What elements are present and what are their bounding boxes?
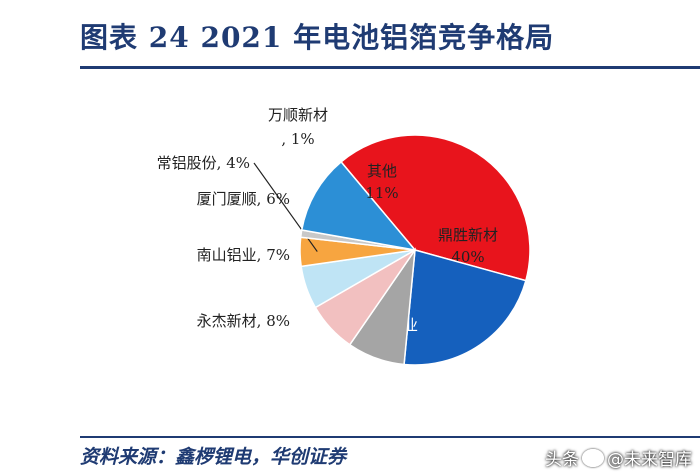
watermark-icon: [582, 449, 604, 467]
slice-label-name-8: 其他: [367, 162, 397, 180]
slice-label-3: 永杰新材, 8%: [197, 312, 290, 330]
slice-label-value-7: , 1%: [281, 130, 314, 148]
watermark-text: @未来智库: [607, 450, 692, 470]
pie-slice-2: [403, 249, 527, 366]
slice-label-value-1: 40%: [451, 248, 484, 266]
slice-label-value-8: 11%: [365, 184, 398, 202]
watermark-prefix: 头条: [545, 450, 579, 470]
chart-title: 图表 24 2021 年电池铝箔竞争格局: [80, 21, 555, 54]
slice-label-6: 常铝股份, 4%: [157, 154, 250, 172]
slice-label-name-7: 万顺新材: [268, 106, 328, 124]
slice-label-4: 南山铝业, 7%: [197, 246, 290, 264]
pie-slice-8: [300, 160, 417, 252]
slice-label-5: 厦门厦顺, 6%: [197, 190, 290, 208]
pie-slice-1: [340, 134, 531, 282]
title-divider: [80, 66, 700, 69]
slice-label-name-1: 鼎胜新材: [438, 226, 498, 244]
source-divider: [80, 436, 700, 438]
source-note: 资料来源：鑫椤锂电，华创证券: [80, 446, 347, 468]
title-bar: 图表 24 2021 年电池铝箔竞争格局: [0, 0, 700, 70]
watermark: 头条 @未来智库: [545, 445, 692, 470]
